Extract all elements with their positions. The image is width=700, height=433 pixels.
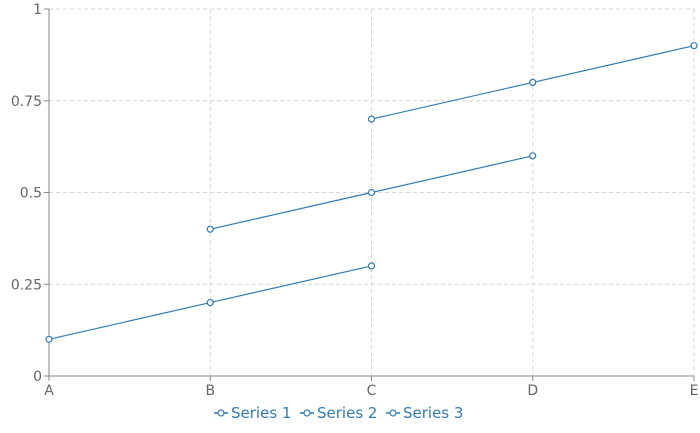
legend-item[interactable]: Series 3	[386, 404, 463, 422]
data-point[interactable]	[206, 225, 214, 233]
x-tick-label: E	[690, 383, 699, 399]
legend-item[interactable]: Series 2	[300, 404, 377, 422]
y-tick-label: 0.5	[20, 186, 42, 202]
x-tick-label: C	[367, 383, 377, 399]
y-tick-label: 0.75	[11, 94, 42, 110]
x-tick-label: D	[527, 383, 538, 399]
legend-item[interactable]: Series 1	[214, 404, 291, 422]
data-point[interactable]	[529, 152, 537, 160]
y-tick-label: 0	[33, 369, 42, 385]
legend-label: Series 2	[317, 404, 377, 422]
legend-marker-icon	[389, 409, 397, 417]
data-point[interactable]	[367, 115, 376, 123]
data-point[interactable]	[206, 299, 214, 307]
data-point[interactable]	[690, 42, 698, 50]
y-tick-label: 1	[33, 2, 42, 18]
data-point[interactable]	[367, 262, 376, 270]
legend-label: Series 1	[231, 404, 291, 422]
data-point[interactable]	[529, 78, 537, 87]
legend[interactable]: Series 1 Series 2 Series 3	[214, 404, 463, 422]
series-2	[206, 152, 537, 233]
x-tick-label: A	[44, 383, 54, 399]
legend-marker-icon	[217, 409, 225, 417]
y-tick-label: 0.25	[11, 277, 42, 293]
axis-layer: 0 0.25 0.5 0.75 1 A B C D E	[11, 2, 699, 399]
series-1	[45, 262, 376, 343]
legend-marker-icon	[303, 409, 311, 417]
series-3	[367, 42, 698, 123]
legend-label: Series 3	[403, 404, 463, 422]
data-point[interactable]	[367, 188, 376, 197]
data-point[interactable]	[45, 335, 53, 343]
x-tick-label: B	[205, 383, 215, 399]
series-layer	[45, 42, 698, 343]
